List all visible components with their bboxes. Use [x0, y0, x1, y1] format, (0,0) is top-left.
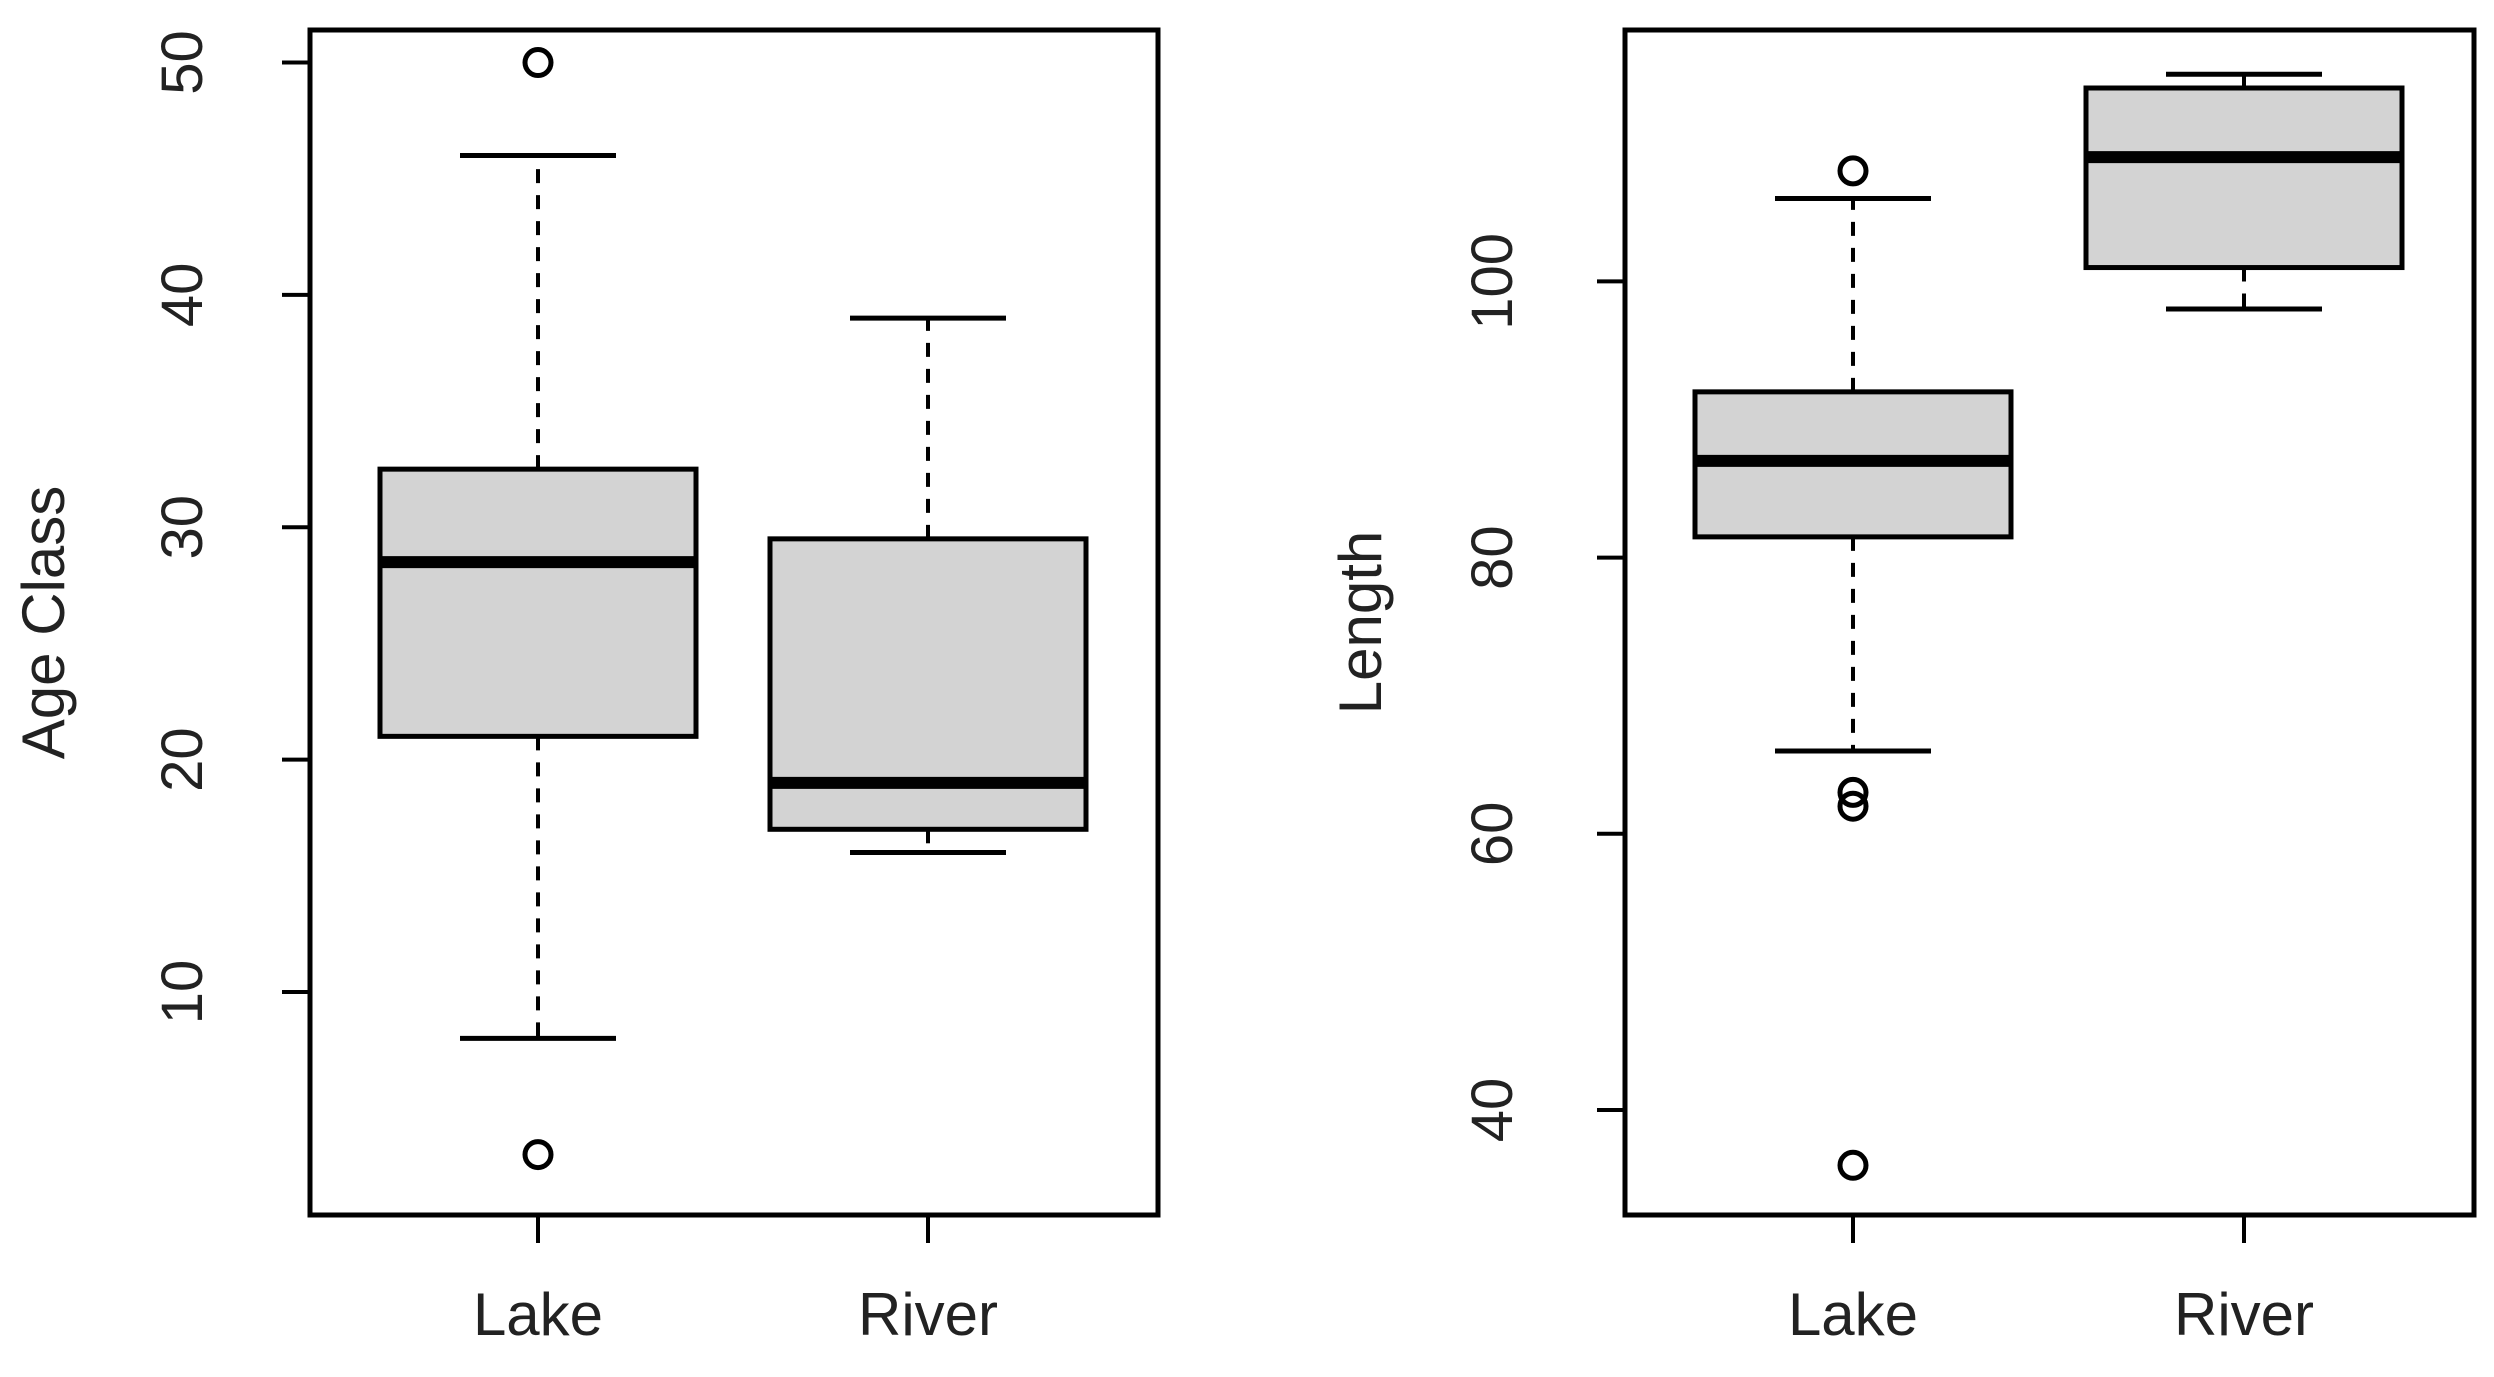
plot-frame: [1622, 27, 2477, 1218]
outlier-point: [522, 1139, 554, 1171]
x-category-label: Lake: [473, 1281, 603, 1348]
x-category-label: River: [858, 1281, 998, 1348]
outlier-point: [1837, 776, 1869, 808]
x-category-label: River: [2174, 1281, 2314, 1348]
y-tick-label: 60: [1460, 802, 1525, 867]
y-tick-label: 40: [150, 263, 215, 328]
y-axis-title: Length: [1327, 531, 1394, 715]
box-lake: [377, 47, 699, 1171]
outlier-point: [1837, 790, 1869, 822]
outlier-point: [522, 47, 554, 79]
iqr-box: [377, 466, 699, 739]
y-tick-label: 100: [1460, 233, 1525, 330]
box-lake: [1692, 155, 2014, 1181]
y-tick-label: 20: [150, 727, 215, 792]
box-river: [2083, 71, 2405, 312]
y-tick-label: 30: [150, 495, 215, 560]
iqr-box: [2083, 85, 2405, 271]
y-axis-title: Age Class: [10, 486, 77, 759]
outlier-point: [1837, 155, 1869, 187]
plot-frame: [307, 27, 1161, 1218]
y-tick-label: 50: [150, 30, 215, 95]
y-tick-label: 40: [1460, 1078, 1525, 1143]
box-river: [767, 315, 1089, 856]
x-category-label: Lake: [1788, 1281, 1918, 1348]
length-boxplot: 40 60 80 100 Length Lake River: [1327, 27, 2477, 1348]
y-tick-label: 10: [150, 960, 215, 1025]
y-tick-label: 80: [1460, 525, 1525, 590]
age-class-boxplot: 10 20 30 40 50 Age Class Lake River: [10, 27, 1161, 1348]
outlier-point: [1837, 1149, 1869, 1181]
